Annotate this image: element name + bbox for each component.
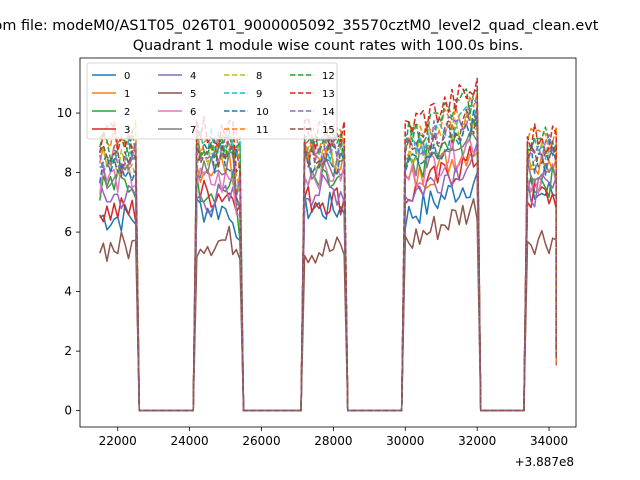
y-tick-label: 10 bbox=[57, 106, 72, 120]
legend-label-11: 11 bbox=[256, 125, 269, 136]
legend-label-2: 2 bbox=[124, 107, 130, 118]
y-tick-label: 6 bbox=[64, 225, 72, 239]
series-line-8 bbox=[99, 110, 557, 412]
y-tick-label: 4 bbox=[64, 285, 72, 299]
y-tick-label: 0 bbox=[64, 404, 72, 418]
y-tick-label: 2 bbox=[64, 344, 72, 358]
x-tick-label: 22000 bbox=[99, 434, 137, 448]
series-line-15 bbox=[99, 104, 557, 412]
legend-label-3: 3 bbox=[124, 125, 130, 136]
legend-label-14: 14 bbox=[322, 107, 335, 118]
legend-label-7: 7 bbox=[190, 125, 196, 136]
legend-label-6: 6 bbox=[190, 107, 196, 118]
legend-box bbox=[86, 62, 338, 140]
legend-label-15: 15 bbox=[322, 125, 335, 136]
x-tick-label: 34000 bbox=[530, 434, 568, 448]
legend-label-0: 0 bbox=[124, 71, 130, 82]
legend-label-8: 8 bbox=[256, 71, 262, 82]
legend-label-9: 9 bbox=[256, 89, 262, 100]
x-tick-label: 28000 bbox=[314, 434, 352, 448]
plot-frame bbox=[79, 57, 577, 428]
x-tick-label: 24000 bbox=[171, 434, 209, 448]
y-tick-label: 8 bbox=[64, 166, 72, 180]
legend-label-13: 13 bbox=[322, 89, 335, 100]
x-tick-label: 32000 bbox=[458, 434, 496, 448]
x-offset-label: +3.887e8 bbox=[515, 455, 574, 469]
legend-label-1: 1 bbox=[124, 89, 130, 100]
legend-label-4: 4 bbox=[190, 71, 196, 82]
series-layer bbox=[99, 77, 557, 412]
x-tick-label: 30000 bbox=[386, 434, 424, 448]
chart-title: Quadrant 1 module wise count rates with … bbox=[133, 38, 524, 54]
legend-label-5: 5 bbox=[190, 89, 196, 100]
x-tick-label: 26000 bbox=[242, 434, 280, 448]
legend-label-10: 10 bbox=[256, 107, 269, 118]
figure-suptitle: Light curves from file: modeM0/AS1T05_02… bbox=[0, 18, 599, 34]
axes-ticks: 22000 24000 26000 28000 30000 32000 34000 0 2 4 6 8… bbox=[57, 106, 568, 448]
legend-label-12: 12 bbox=[322, 71, 335, 82]
